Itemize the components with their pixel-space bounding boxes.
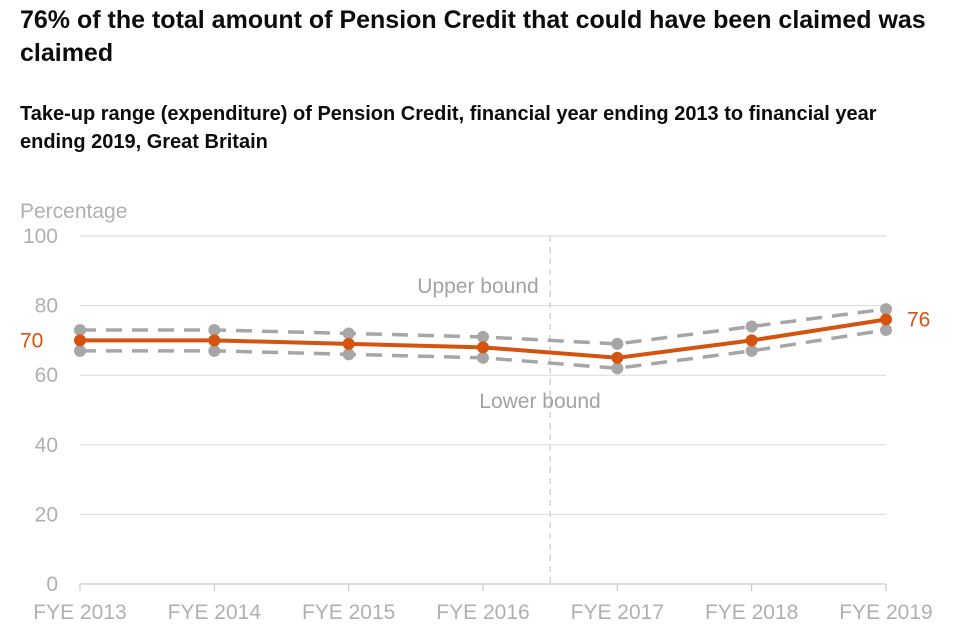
end-value-label: 76: [907, 309, 930, 332]
y-tick-label-20: 20: [35, 503, 58, 526]
data-point-upper-bound: [477, 330, 489, 343]
y-tick-label-0: 0: [46, 573, 58, 596]
y-tick-label-60: 60: [35, 364, 58, 387]
chart-title: 76% of the total amount of Pension Credi…: [20, 6, 926, 67]
data-point-upper-bound: [611, 337, 624, 350]
y-tick-label-40: 40: [35, 434, 58, 457]
data-point-upper-bound: [745, 320, 758, 333]
data-point-lower-bound: [477, 351, 489, 364]
lower-bound-label: Lower bound: [479, 390, 600, 413]
y-tick-label-100: 100: [23, 225, 58, 248]
data-point-lower-bound: [208, 344, 221, 357]
data-point-lower-bound: [880, 323, 892, 336]
x-tick-label: FYE 2016: [436, 601, 529, 624]
data-point-lower-bound: [74, 344, 86, 357]
data-point-upper-bound: [208, 323, 221, 336]
y-axis-title: Percentage: [20, 200, 127, 223]
data-point-take-up-estimate: [880, 313, 892, 326]
y-tick-label-80: 80: [35, 295, 58, 318]
x-tick-label: FYE 2019: [839, 601, 932, 624]
data-point-lower-bound: [745, 344, 758, 357]
data-point-lower-bound: [611, 362, 624, 375]
x-tick-label: FYE 2018: [705, 601, 798, 624]
data-point-upper-bound: [74, 323, 86, 336]
x-tick-label: FYE 2017: [571, 601, 664, 624]
data-point-upper-bound: [880, 303, 892, 316]
x-tick-label: FYE 2015: [302, 601, 395, 624]
chart-subtitle: Take-up range (expenditure) of Pension C…: [20, 103, 877, 153]
x-tick-label: FYE 2013: [33, 601, 126, 624]
data-point-take-up-estimate: [208, 334, 221, 347]
x-tick-label: FYE 2014: [168, 601, 262, 624]
data-point-take-up-estimate: [611, 351, 624, 364]
start-value-label: 70: [20, 329, 43, 352]
data-point-upper-bound: [342, 327, 355, 340]
data-point-lower-bound: [342, 348, 355, 361]
data-point-take-up-estimate: [342, 337, 355, 350]
data-point-take-up-estimate: [745, 334, 758, 347]
data-point-take-up-estimate: [477, 341, 489, 354]
upper-bound-label: Upper bound: [417, 275, 538, 298]
data-point-take-up-estimate: [74, 334, 86, 347]
